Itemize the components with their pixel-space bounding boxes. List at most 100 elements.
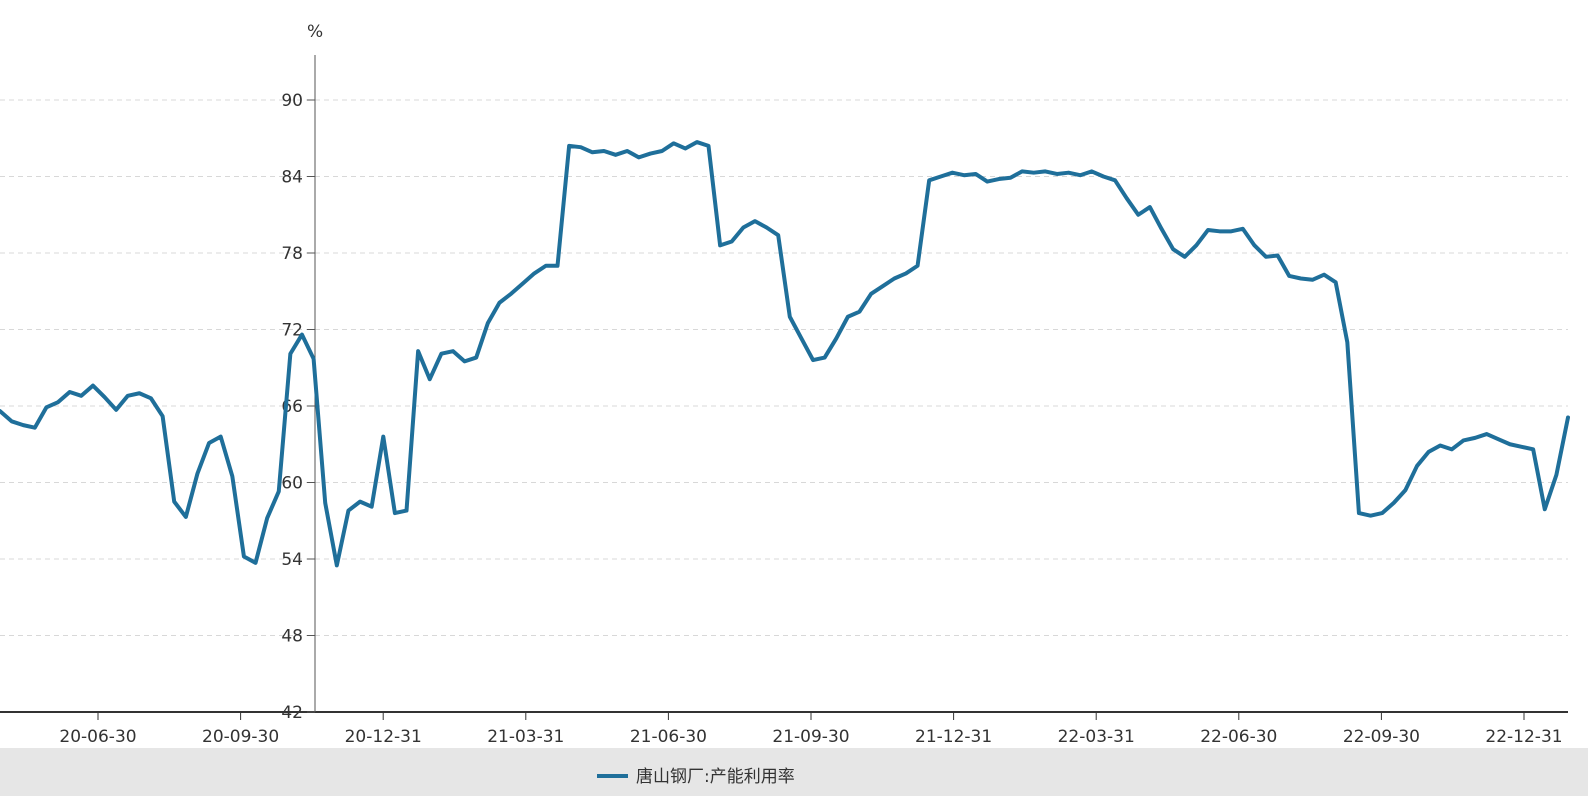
data-point (428, 377, 432, 381)
data-point (1357, 511, 1361, 515)
data-point (56, 400, 60, 404)
data-point (1090, 169, 1094, 173)
data-point (613, 153, 618, 157)
data-point (1171, 247, 1175, 251)
data-point (1217, 229, 1222, 233)
data-point (10, 419, 14, 423)
data-point (718, 243, 722, 247)
data-point (184, 515, 188, 519)
legend[interactable]: 唐山钢厂:产能利用率 (597, 766, 795, 787)
data-point (1519, 445, 1524, 449)
data-point (474, 355, 478, 360)
data-point (532, 271, 536, 275)
data-point (764, 225, 769, 230)
x-axis: 20-06-30 20-09-30 20-12-31 21-03-31 21-06-30… (0, 711, 1568, 747)
data-point (207, 441, 211, 445)
data-point (590, 150, 594, 154)
data-point (625, 149, 629, 153)
data-point (1148, 205, 1152, 209)
data-point (346, 508, 351, 513)
data-point (1206, 228, 1210, 232)
data-point (300, 333, 304, 337)
data-point (1554, 473, 1558, 477)
legend-band (0, 748, 1588, 796)
data-point (68, 390, 72, 394)
x-tick-label: 20-06-30 (59, 727, 136, 747)
data-point (416, 349, 420, 353)
data-point (381, 435, 385, 439)
x-tick-label: 21-12-31 (915, 727, 992, 747)
data-point (126, 394, 130, 398)
data-point (44, 405, 49, 409)
data-point (579, 145, 583, 149)
data-point (730, 239, 734, 244)
data-point (137, 391, 141, 395)
data-point (1450, 447, 1454, 451)
data-point (1403, 488, 1407, 492)
y-tick-label: 60 (281, 474, 303, 494)
data-point (1322, 273, 1326, 277)
x-tick-label: 22-12-31 (1485, 727, 1562, 747)
data-point (462, 359, 467, 363)
x-tick-label: 22-06-30 (1200, 727, 1277, 747)
data-point (706, 144, 711, 148)
data-point (79, 394, 83, 398)
data-point (439, 352, 443, 356)
data-point (114, 408, 118, 412)
data-point (404, 508, 409, 513)
data-point (648, 151, 653, 156)
data-point (904, 271, 908, 275)
data-point (1101, 174, 1106, 179)
data-point (1345, 340, 1349, 344)
data-point (985, 180, 989, 184)
data-point (521, 282, 525, 286)
data-point (683, 146, 687, 151)
data-point (950, 171, 955, 175)
data-point (230, 474, 234, 478)
data-point (486, 321, 490, 325)
data-point (1368, 514, 1373, 518)
data-point (997, 177, 1001, 181)
data-point (1229, 229, 1233, 233)
data-point (1392, 501, 1396, 505)
data-point (1427, 450, 1431, 454)
x-tick-label: 20-09-30 (202, 727, 279, 747)
data-point (335, 563, 339, 567)
data-point (834, 336, 838, 341)
data-point (242, 554, 246, 559)
data-point (660, 149, 664, 153)
y-axis-unit-label: % (307, 22, 323, 42)
data-point (1287, 274, 1291, 278)
data-point (1334, 280, 1338, 284)
data-point (370, 505, 374, 509)
data-point (1032, 171, 1036, 175)
x-tick-label: 21-03-31 (487, 727, 564, 747)
data-point (1496, 437, 1500, 441)
data-point (33, 426, 37, 430)
data-point (1252, 243, 1256, 247)
data-point (1264, 255, 1268, 259)
x-tick-label: 21-09-30 (772, 727, 849, 747)
data-point (1531, 447, 1535, 451)
data-point (277, 489, 281, 494)
y-tick-label: 54 (281, 550, 303, 570)
data-point (1078, 173, 1082, 177)
data-point (915, 264, 920, 268)
data-point (1415, 464, 1419, 468)
data-point (1055, 172, 1059, 176)
data-point (1159, 227, 1164, 231)
data-point (91, 384, 95, 388)
data-point (358, 500, 362, 504)
data-point (695, 140, 699, 144)
data-point (1043, 169, 1047, 173)
data-point (149, 396, 153, 400)
x-tick-label: 22-03-31 (1058, 727, 1135, 747)
data-point (451, 349, 455, 353)
data-point (0, 409, 2, 413)
data-point (1438, 443, 1442, 448)
data-point (393, 511, 397, 515)
data-point (799, 336, 804, 341)
data-point (1194, 243, 1198, 247)
data-point (312, 357, 316, 361)
